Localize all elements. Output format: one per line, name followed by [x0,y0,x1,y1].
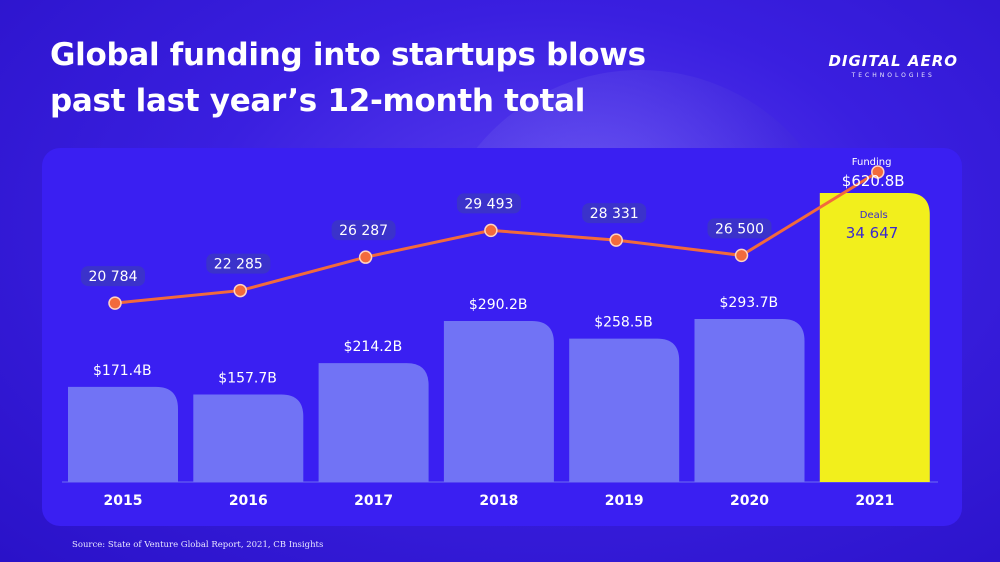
bar-value-label: $293.7B [720,295,779,311]
deals-value-label: 28 331 [590,206,639,222]
bar [318,363,429,482]
page-title: Global funding into startups blows past … [50,32,750,124]
bar-value-label: $290.2B [469,297,528,313]
x-tick-label: 2015 [104,493,143,509]
funding-caption: Funding [852,157,892,168]
bar [694,319,805,482]
deals-label-pill [331,220,396,241]
deals-value-label: 20 784 [89,269,138,285]
deals-value-label: 34 647 [846,224,899,242]
source-note: Source: State of Venture Global Report, … [72,540,324,550]
deals-value-label: 29 493 [464,196,513,212]
deals-label-pill [582,203,647,224]
deals-value-label: 26 287 [339,223,388,239]
deals-point [108,296,122,310]
x-tick-label: 2019 [605,493,644,509]
x-tick-label: 2016 [229,493,268,509]
bar [569,338,680,482]
x-tick-label: 2017 [354,493,393,509]
x-tick-label: 2020 [730,493,769,509]
title-line-1: Global funding into startups blows [50,37,646,73]
bar-value-label: $258.5B [594,315,653,331]
deals-point [484,223,498,238]
deals-point [358,250,373,264]
company-logo: DIGITAL AERO TECHNOLOGIES [828,52,958,79]
deals-point [734,248,749,263]
x-tick-label: 2018 [479,493,518,509]
bar-highlight [819,193,930,482]
logo-name: DIGITAL AERO [828,52,958,70]
bar-value-label: $214.2B [344,339,403,355]
deals-label-pill [206,253,271,274]
deals-value-label: 22 285 [214,257,263,273]
deals-point [233,283,248,298]
logo-tagline: TECHNOLOGIES [851,72,935,79]
deals-point [609,233,623,247]
bar [68,386,178,482]
bar-value-label: $157.7B [218,371,277,387]
deals-label-pill [81,266,145,287]
bar [193,394,304,482]
deals-caption: Deals [860,210,888,221]
deals-label-pill [707,218,772,239]
bar-value-label: $620.8B [842,172,905,190]
deals-point [871,165,885,179]
title-line-2: past last year’s 12-month total [50,83,586,119]
deals-value-label: 26 500 [715,221,764,237]
bar-value-label: $171.4B [93,363,152,379]
bar [443,320,554,482]
deals-label-pill [456,193,521,214]
x-tick-label: 2021 [855,493,894,509]
